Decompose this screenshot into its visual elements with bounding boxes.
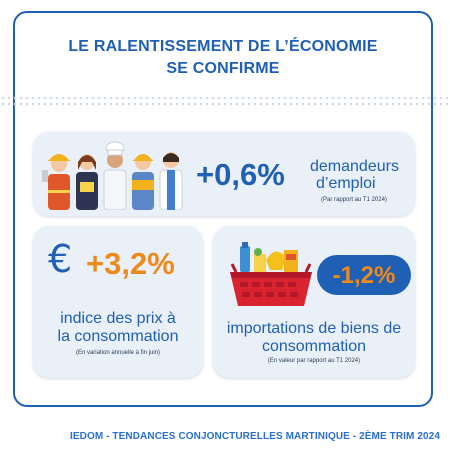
shopping-basket-icon [230, 242, 312, 306]
page-title: LE RALENTISSEMENT DE L’ÉCONOMIE SE CONFI… [13, 36, 433, 80]
price-index-card [33, 226, 203, 378]
footer-source: IEDOM - TENDANCES CONJONCTURELLES MARTIN… [69, 431, 440, 442]
imports-note: (En valeur par rapport au T1 2024) [267, 358, 361, 364]
job-seekers-label-line2: d’emploi [316, 175, 376, 192]
title-line-1: LE RALENTISSEMENT DE L’ÉCONOMIE [68, 38, 378, 55]
price-index-note: (En variation annuelle à fin juin) [75, 350, 161, 356]
price-index-label-line2: la consommation [57, 328, 179, 345]
workers-illustration-icon [42, 141, 183, 210]
imports-value: -1,2% [332, 262, 396, 289]
price-index-label-line1: indice des prix à [60, 310, 176, 327]
price-index-value: +3,2% [86, 246, 175, 281]
imports-label-line2: consommation [261, 338, 367, 355]
title-line-2: SE CONFIRME [166, 60, 280, 77]
job-seekers-note: (Par rapport au T1 2024) [321, 197, 387, 203]
imports-label-line1: importations de biens de [226, 320, 402, 337]
job-seekers-value: +0,6% [196, 157, 285, 192]
dotted-divider [0, 95, 450, 109]
job-seekers-label-line1: demandeurs [310, 158, 399, 175]
euro-icon: € [48, 237, 73, 281]
imports-value-pill [317, 255, 411, 295]
